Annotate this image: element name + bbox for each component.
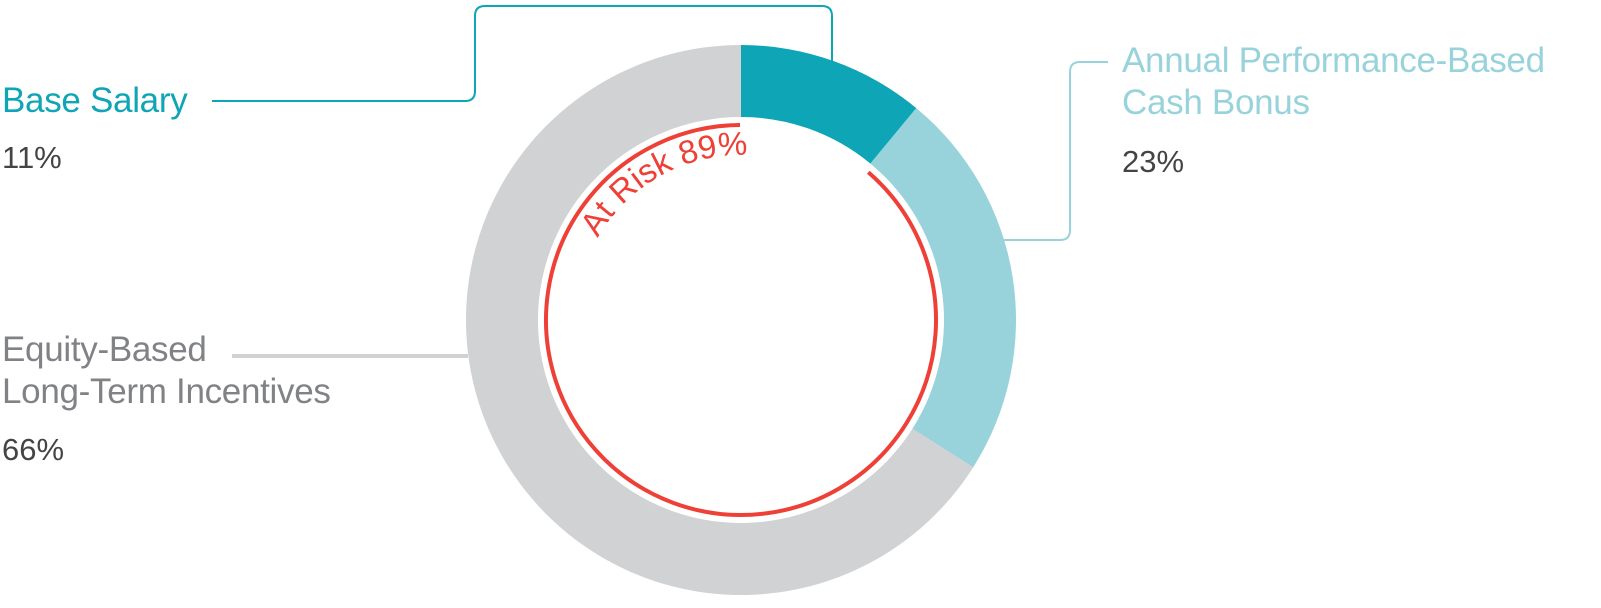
label-equity: Equity-Based Long-Term Incentives <box>2 329 331 413</box>
value-equity: 66% <box>2 432 65 467</box>
label-base-salary: Base Salary <box>2 81 188 120</box>
value-base-salary: 11% <box>2 140 62 175</box>
slice-0 <box>741 45 917 164</box>
leader-cash-bonus <box>1003 61 1108 241</box>
leader-base-salary <box>212 5 833 102</box>
label-line: Equity-Based <box>2 330 207 369</box>
value-cash-bonus: 23% <box>1122 144 1185 179</box>
at-risk-arc <box>544 123 938 517</box>
slice-1 <box>870 108 1016 468</box>
label-line: Long-Term Incentives <box>2 372 331 411</box>
label-cash-bonus: Annual Performance-Based Cash Bonus <box>1122 40 1545 124</box>
label-line: Annual Performance-Based <box>1122 41 1545 80</box>
label-line: Cash Bonus <box>1122 83 1310 122</box>
